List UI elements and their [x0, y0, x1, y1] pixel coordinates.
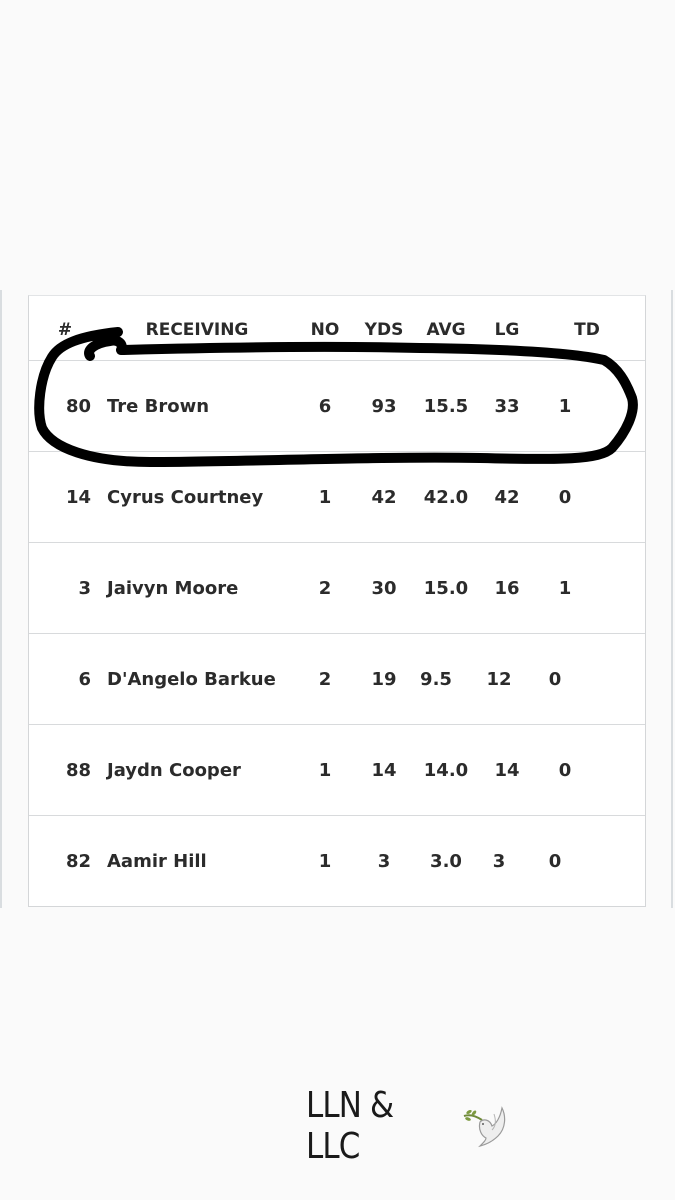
- longest: 12: [486, 668, 512, 690]
- header-lg: LG: [494, 320, 520, 340]
- receptions: 1: [318, 851, 332, 872]
- yards: 14: [371, 759, 397, 781]
- touchdowns: 0: [548, 668, 562, 690]
- receptions: 6: [318, 395, 332, 417]
- touchdowns: 1: [558, 577, 572, 599]
- header-td: TD: [574, 320, 600, 340]
- player-name: Tre Brown: [107, 395, 210, 417]
- player-number: 82: [65, 851, 91, 872]
- table-header-row: # RECEIVING NO YDS AVG LG TD: [29, 296, 645, 361]
- header-receiving: RECEIVING: [145, 320, 249, 340]
- receptions: 2: [318, 668, 332, 690]
- yards: 30: [371, 577, 397, 599]
- yards: 42: [371, 486, 397, 508]
- receptions: 2: [318, 577, 332, 599]
- longest: 16: [494, 577, 520, 599]
- touchdowns: 0: [558, 486, 572, 508]
- average: 15.0: [423, 577, 469, 599]
- average: 9.5: [420, 668, 452, 690]
- table-row: 88 Jaydn Cooper 1 14 14.0 14 0: [29, 725, 645, 816]
- yards: 3: [377, 851, 391, 872]
- average: 3.0: [430, 851, 462, 872]
- player-number: 6: [78, 668, 91, 690]
- player-name: Jaivyn Moore: [107, 577, 239, 599]
- header-avg: AVG: [426, 320, 466, 340]
- watermark-text: LLN & LLC: [306, 1085, 394, 1167]
- player-number: 88: [65, 759, 91, 781]
- longest: 3: [492, 851, 506, 872]
- table-row: 6 D'Angelo Barkue 2 19 9.5 12 0: [29, 634, 645, 725]
- watermark: LLN & LLC: [306, 1085, 512, 1167]
- player-number: 3: [78, 577, 91, 599]
- player-number: 80: [65, 395, 91, 417]
- table-row: 82 Aamir Hill 1 3 3.0 3 0: [29, 816, 645, 907]
- longest: 33: [494, 395, 520, 417]
- player-name: D'Angelo Barkue: [107, 668, 276, 690]
- yards: 19: [371, 668, 397, 690]
- yards: 93: [371, 395, 397, 417]
- receptions: 1: [318, 759, 332, 781]
- touchdowns: 1: [558, 395, 572, 417]
- player-name: Jaydn Cooper: [107, 759, 241, 781]
- header-number: #: [57, 320, 73, 340]
- table-row: 14 Cyrus Courtney 1 42 42.0 42 0: [29, 452, 645, 543]
- player-name: Cyrus Courtney: [107, 486, 264, 508]
- receptions: 1: [318, 486, 332, 508]
- player-name: Aamir Hill: [107, 851, 207, 872]
- header-no: NO: [310, 320, 340, 340]
- left-edge-line: [0, 290, 2, 908]
- dove-icon: [463, 1106, 506, 1148]
- average: 42.0: [423, 486, 469, 508]
- touchdowns: 0: [558, 759, 572, 781]
- average: 14.0: [423, 759, 469, 781]
- right-edge-line: [671, 290, 673, 908]
- touchdowns: 0: [548, 851, 562, 872]
- table-row: 80 Tre Brown 6 93 15.5 33 1: [29, 361, 645, 452]
- header-yds: YDS: [364, 320, 404, 340]
- table-row: 3 Jaivyn Moore 2 30 15.0 16 1: [29, 543, 645, 634]
- player-number: 14: [65, 486, 91, 508]
- longest: 42: [494, 486, 520, 508]
- longest: 14: [494, 759, 520, 781]
- average: 15.5: [423, 395, 469, 417]
- receiving-stats-table: # RECEIVING NO YDS AVG LG TD 80 Tre Brow…: [28, 295, 646, 907]
